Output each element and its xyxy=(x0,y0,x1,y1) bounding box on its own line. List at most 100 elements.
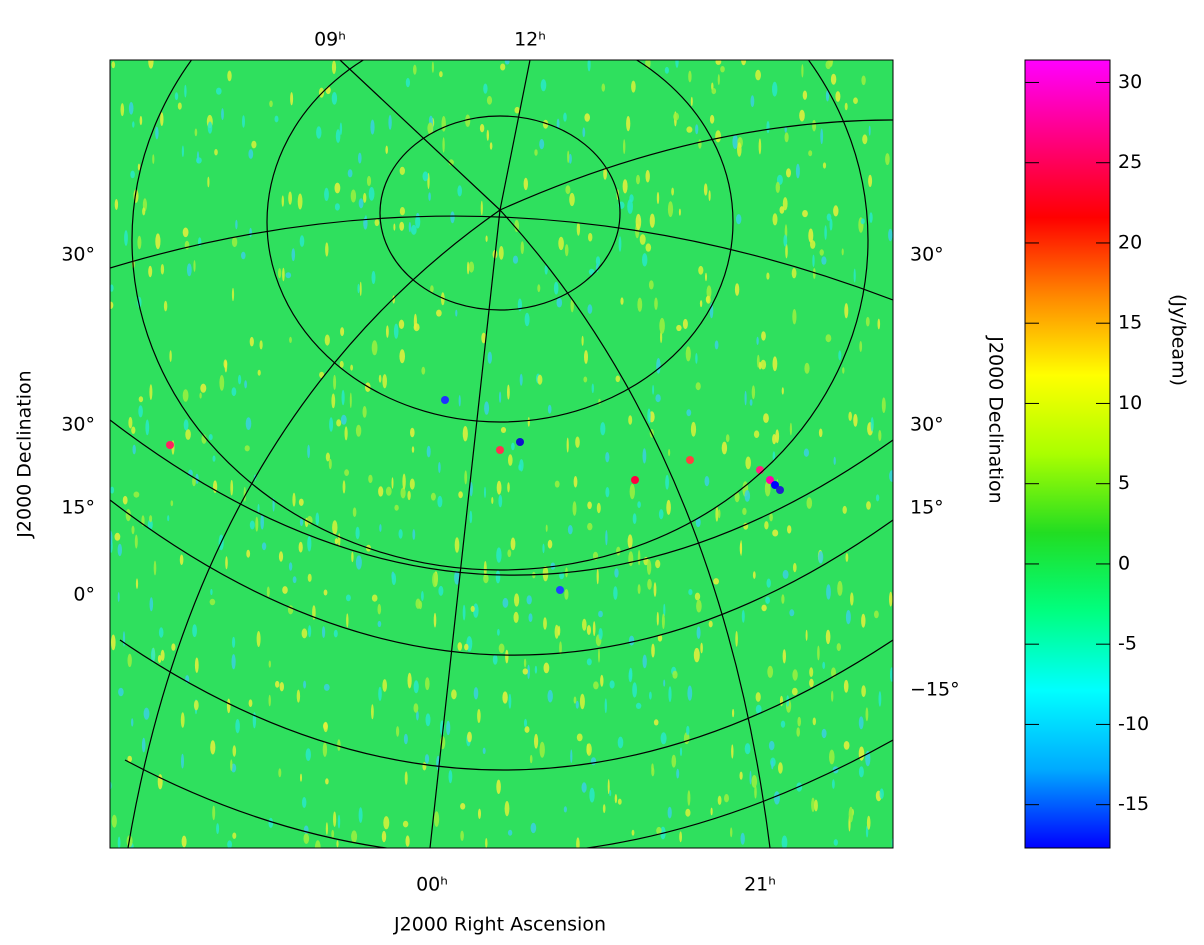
noise-speck xyxy=(154,561,157,576)
noise-speck xyxy=(558,237,564,250)
noise-speck xyxy=(300,235,305,247)
noise-speck xyxy=(531,823,537,833)
noise-speck xyxy=(524,659,526,668)
noise-speck xyxy=(812,255,814,267)
noise-speck xyxy=(498,495,502,508)
noise-speck xyxy=(773,213,778,225)
noise-speck xyxy=(796,164,800,179)
noise-speck xyxy=(342,390,345,405)
noise-speck xyxy=(430,285,434,292)
noise-speck xyxy=(499,644,505,654)
noise-speck xyxy=(722,442,727,455)
noise-speck xyxy=(483,574,488,583)
noise-speck xyxy=(633,513,637,524)
right-label: −15° xyxy=(910,679,960,701)
noise-speck xyxy=(400,167,405,175)
noise-speck xyxy=(278,768,281,777)
noise-speck xyxy=(338,815,340,829)
noise-speck xyxy=(609,790,611,796)
noise-speck xyxy=(507,385,510,400)
noise-speck xyxy=(885,153,890,165)
noise-speck xyxy=(333,375,336,390)
y-axis-label: J2000 Declination xyxy=(14,370,36,538)
noise-speck xyxy=(686,126,692,132)
noise-speck xyxy=(616,376,621,383)
noise-speck xyxy=(225,360,228,372)
right-label: 15° xyxy=(910,497,944,519)
noise-speck xyxy=(588,304,593,314)
noise-speck xyxy=(730,827,732,837)
noise-speck xyxy=(534,149,537,156)
noise-speck xyxy=(438,586,443,596)
noise-speck xyxy=(769,741,775,750)
noise-speck xyxy=(307,445,310,458)
noise-speck xyxy=(820,129,823,145)
noise-speck xyxy=(382,679,387,692)
noise-speck xyxy=(700,300,702,307)
noise-speck xyxy=(582,619,587,631)
noise-speck xyxy=(511,538,516,551)
noise-speck xyxy=(142,738,146,753)
noise-speck xyxy=(772,530,778,537)
colorbar xyxy=(1025,60,1110,848)
noise-speck xyxy=(490,142,493,150)
noise-speck xyxy=(396,726,399,737)
noise-speck xyxy=(267,587,270,598)
noise-speck xyxy=(460,831,464,841)
noise-speck xyxy=(148,54,153,69)
noise-speck xyxy=(651,644,655,658)
noise-speck xyxy=(316,513,320,526)
left-label: 30° xyxy=(61,414,95,436)
noise-speck xyxy=(262,542,266,550)
noise-speck xyxy=(425,677,430,690)
colorbar-tick-label: 25 xyxy=(1118,151,1142,173)
noise-speck xyxy=(695,353,697,364)
noise-speck xyxy=(388,115,391,130)
noise-speck xyxy=(144,708,150,720)
noise-speck xyxy=(250,337,254,347)
right-label: 30° xyxy=(910,244,944,266)
noise-speck xyxy=(657,612,659,626)
noise-speck xyxy=(527,595,532,604)
noise-speck xyxy=(335,538,338,544)
noise-speck xyxy=(335,183,341,194)
noise-speck xyxy=(386,325,389,337)
colorbar-tick-label: 30 xyxy=(1118,71,1142,93)
noise-speck xyxy=(589,788,594,803)
noise-speck xyxy=(630,484,635,499)
noise-speck xyxy=(632,830,635,836)
noise-speck xyxy=(567,438,569,453)
noise-speck xyxy=(600,422,605,435)
noise-speck xyxy=(216,88,222,95)
noise-speck xyxy=(324,188,329,201)
noise-speck xyxy=(341,415,347,425)
noise-speck xyxy=(152,154,154,164)
noise-speck xyxy=(421,591,424,601)
noise-speck xyxy=(888,229,892,241)
noise-speck xyxy=(713,578,719,584)
noise-speck xyxy=(647,560,651,575)
noise-speck xyxy=(535,666,537,674)
left-label: 30° xyxy=(61,244,95,266)
noise-speck xyxy=(761,331,766,340)
noise-speck xyxy=(869,126,871,136)
noise-speck xyxy=(275,116,279,123)
noise-speck xyxy=(603,804,606,813)
noise-speck xyxy=(483,84,487,94)
noise-speck xyxy=(529,613,533,622)
noise-speck xyxy=(619,236,622,252)
noise-speck xyxy=(654,298,658,310)
noise-speck xyxy=(605,487,609,497)
noise-speck xyxy=(742,508,746,515)
noise-speck xyxy=(449,770,453,783)
noise-speck xyxy=(297,690,300,703)
noise-speck xyxy=(404,734,408,745)
noise-speck xyxy=(829,750,835,765)
noise-speck xyxy=(124,230,128,246)
noise-speck xyxy=(605,452,609,462)
noise-speck xyxy=(246,550,250,558)
noise-speck xyxy=(874,611,879,619)
noise-speck xyxy=(587,625,591,635)
noise-speck xyxy=(112,61,116,68)
noise-speck xyxy=(409,222,411,232)
